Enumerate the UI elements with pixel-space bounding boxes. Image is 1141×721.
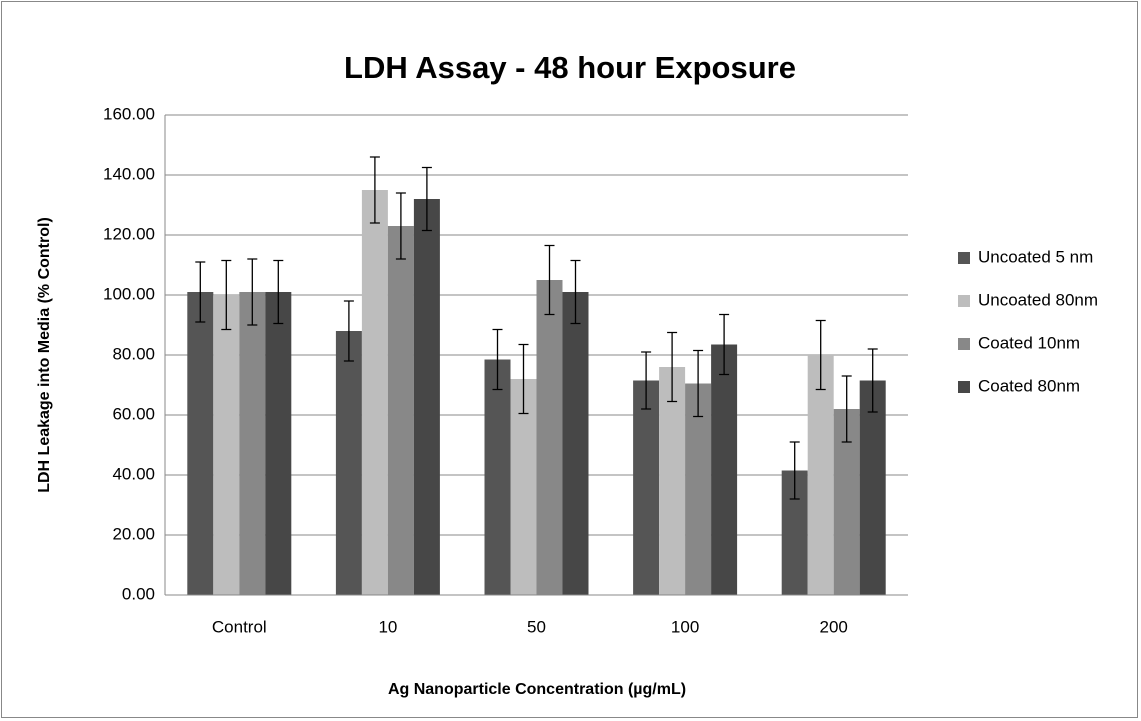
bar xyxy=(711,344,738,595)
y-tick-label: 140.00 xyxy=(103,164,155,183)
bar xyxy=(239,292,266,595)
x-tick-label: 100 xyxy=(671,617,699,636)
error-bar xyxy=(343,300,354,362)
bar xyxy=(484,359,511,595)
bar xyxy=(387,226,414,595)
legend-swatch xyxy=(958,252,970,264)
legend-swatch xyxy=(958,295,970,307)
y-tick-label: 20.00 xyxy=(112,524,155,543)
error-bar xyxy=(221,259,232,331)
error-bar xyxy=(641,351,652,410)
legend-label: Uncoated 5 nm xyxy=(978,247,1093,266)
y-tick-label: 100.00 xyxy=(103,284,155,303)
legend-label: Coated 10nm xyxy=(978,333,1080,352)
y-tick-label: 0.00 xyxy=(122,584,155,603)
x-tick-label: Control xyxy=(212,617,267,636)
bar xyxy=(536,280,563,595)
legend-swatch xyxy=(958,338,970,350)
chart-title: LDH Assay - 48 hour Exposure xyxy=(344,50,796,85)
error-bar xyxy=(570,259,581,325)
bar xyxy=(335,331,362,595)
y-tick-label: 60.00 xyxy=(112,404,155,423)
y-tick-label: 80.00 xyxy=(112,344,155,363)
error-bar xyxy=(667,331,678,403)
error-bar xyxy=(867,348,878,413)
error-bar xyxy=(693,349,704,418)
bar xyxy=(807,355,834,595)
error-bar xyxy=(492,328,503,391)
legend-label: Uncoated 80nm xyxy=(978,290,1098,309)
error-bar xyxy=(395,192,406,260)
bar xyxy=(633,380,660,595)
error-bar xyxy=(369,156,380,224)
error-bar xyxy=(518,343,529,415)
error-bar xyxy=(789,441,800,500)
bar xyxy=(361,190,388,595)
y-tick-label: 40.00 xyxy=(112,464,155,483)
error-bar xyxy=(195,261,206,323)
legend-label: Coated 80nm xyxy=(978,376,1080,395)
bar xyxy=(510,379,537,595)
x-axis-label: Ag Nanoparticle Concentration (µg/mL) xyxy=(388,681,686,698)
bar xyxy=(685,383,712,595)
legend-swatch xyxy=(958,381,970,393)
error-bar xyxy=(544,244,555,316)
error-bar xyxy=(421,166,432,232)
bar xyxy=(265,292,292,595)
y-tick-label: 120.00 xyxy=(103,224,155,243)
bar xyxy=(413,199,440,595)
error-bar xyxy=(815,319,826,391)
y-tick-label: 160.00 xyxy=(103,104,155,123)
error-bar xyxy=(273,259,284,325)
bar xyxy=(659,367,686,595)
error-bar xyxy=(247,258,258,326)
bar xyxy=(213,295,240,595)
x-tick-label: 10 xyxy=(378,617,397,636)
error-bar xyxy=(841,375,852,443)
bar xyxy=(562,292,589,595)
bar xyxy=(187,292,214,595)
y-axis-label: LDH Leakage into Media (% Control) xyxy=(36,217,53,493)
x-tick-label: 50 xyxy=(527,617,546,636)
x-tick-label: 200 xyxy=(820,617,848,636)
error-bar xyxy=(719,313,730,376)
bar xyxy=(859,380,886,595)
